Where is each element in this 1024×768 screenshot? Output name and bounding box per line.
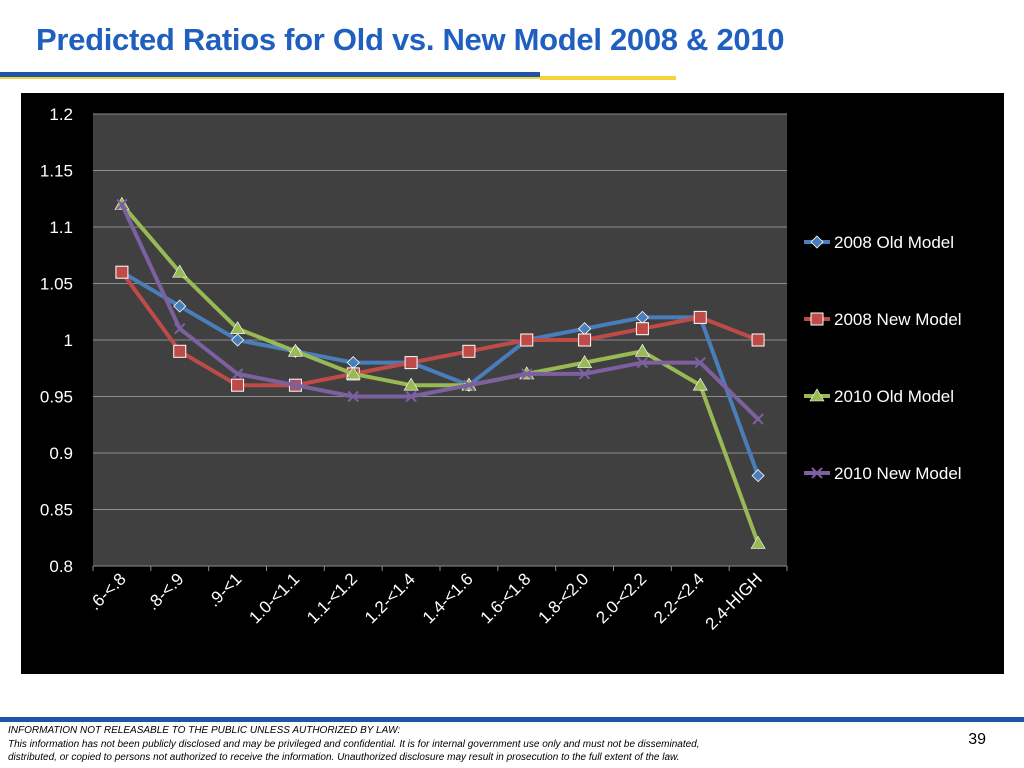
data-point bbox=[116, 198, 128, 211]
footer-disclaimer: INFORMATION NOT RELEASABLE TO THE PUBLIC… bbox=[8, 724, 888, 765]
x-tick-label: 1.0-<1.1 bbox=[245, 569, 303, 627]
x-tick-label: 2.4-HIGH bbox=[702, 569, 766, 633]
x-tick-label: 1.1-<1.2 bbox=[303, 569, 361, 627]
data-point bbox=[635, 322, 649, 336]
legend-marker bbox=[809, 388, 825, 402]
data-point bbox=[289, 379, 302, 391]
data-point bbox=[521, 368, 533, 380]
title-rule-yellow bbox=[540, 76, 676, 80]
data-point bbox=[578, 333, 592, 347]
data-point bbox=[751, 333, 765, 347]
line-chart: 0.8 0.85 0.9 0.95 1 1.05 1.1 1.15 1.2 .6-<.8 .8-<.… bbox=[40, 105, 962, 634]
legend-label: 2008 Old Model bbox=[834, 233, 954, 252]
x-tick-label: 1.4-<1.6 bbox=[419, 569, 477, 627]
slide-title: Predicted Ratios for Old vs. New Model 2… bbox=[36, 22, 785, 57]
x-tick-label: 1.6-<1.8 bbox=[477, 569, 535, 627]
data-point bbox=[634, 343, 650, 357]
x-tick-label: 1.8-<2.0 bbox=[535, 569, 593, 627]
x-tick-label: .6-<.8 bbox=[85, 569, 130, 614]
legend-label: 2008 New Model bbox=[834, 310, 962, 329]
data-point bbox=[230, 321, 246, 334]
y-tick-label: 0.95 bbox=[40, 388, 73, 407]
y-tick-label: 0.8 bbox=[49, 557, 73, 576]
data-point bbox=[750, 535, 766, 549]
x-tick-label: 2.2-<2.4 bbox=[650, 569, 708, 627]
data-point bbox=[347, 390, 359, 403]
x-tick-label: 1.2-<1.4 bbox=[361, 569, 419, 627]
page-number: 39 bbox=[968, 731, 986, 748]
data-point bbox=[115, 265, 129, 279]
data-point bbox=[172, 264, 188, 278]
data-point bbox=[693, 310, 707, 324]
data-point bbox=[231, 378, 245, 392]
title-rule-blue bbox=[0, 72, 540, 77]
series-line bbox=[119, 202, 761, 422]
y-tick-label: 1 bbox=[64, 331, 73, 350]
legend-label: 2010 Old Model bbox=[834, 387, 954, 406]
series-line bbox=[119, 202, 761, 546]
data-point bbox=[173, 344, 187, 358]
data-point bbox=[231, 368, 244, 380]
legend-marker bbox=[811, 467, 823, 479]
data-point bbox=[231, 333, 245, 347]
x-tick-label: 2.0-<2.2 bbox=[592, 569, 650, 627]
data-point bbox=[174, 322, 186, 335]
y-tick-label: 0.85 bbox=[40, 501, 73, 520]
y-tick-label: 0.9 bbox=[49, 444, 73, 463]
legend-marker bbox=[810, 235, 824, 249]
data-point bbox=[345, 366, 361, 380]
legend-marker bbox=[810, 312, 824, 326]
y-tick-label: 1.2 bbox=[49, 105, 73, 124]
footer-line-1: INFORMATION NOT RELEASABLE TO THE PUBLIC… bbox=[8, 725, 401, 736]
x-tick-label: .8-<.9 bbox=[143, 569, 188, 614]
data-point bbox=[577, 355, 593, 368]
title-rule-underline bbox=[0, 77, 540, 79]
data-point bbox=[463, 379, 475, 391]
x-tick-label: .9-<1 bbox=[204, 569, 245, 610]
y-tick-label: 1.1 bbox=[49, 218, 73, 237]
data-point bbox=[403, 377, 419, 391]
data-point bbox=[173, 299, 187, 313]
series-line bbox=[119, 270, 761, 388]
data-point bbox=[462, 344, 476, 358]
data-point bbox=[636, 356, 649, 369]
legend-label: 2010 New Model bbox=[834, 464, 962, 483]
footer-line-2: This information has not been publicly d… bbox=[8, 738, 700, 750]
data-point bbox=[751, 469, 765, 483]
footer-rule bbox=[0, 717, 1024, 722]
footer-line-3: distributed, or copied to persons not au… bbox=[8, 752, 680, 763]
data-point bbox=[692, 377, 708, 391]
data-point bbox=[694, 356, 706, 369]
data-point bbox=[287, 343, 303, 357]
data-point bbox=[752, 413, 764, 425]
data-point bbox=[404, 356, 418, 370]
y-tick-label: 1.05 bbox=[40, 275, 73, 294]
data-point bbox=[520, 333, 534, 347]
y-tick-label: 1.15 bbox=[40, 162, 73, 181]
data-point bbox=[405, 390, 417, 403]
data-point bbox=[578, 368, 591, 380]
series-line bbox=[119, 270, 761, 478]
chart-panel: 0.8 0.85 0.9 0.95 1 1.05 1.1 1.15 1.2 .6-<.8 .8-<.… bbox=[21, 93, 1004, 674]
